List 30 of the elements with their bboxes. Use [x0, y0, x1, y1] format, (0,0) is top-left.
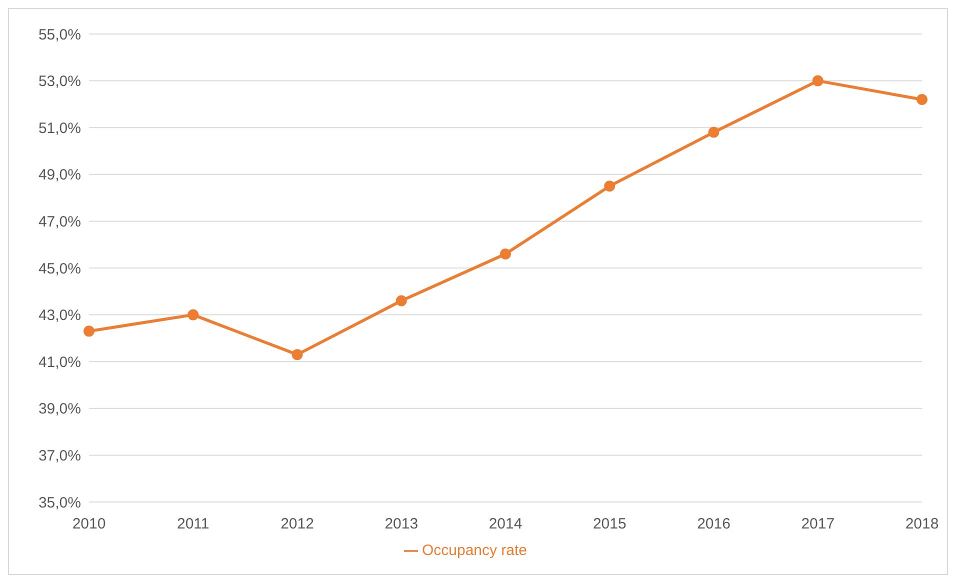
y-tick-label: 45,0%	[38, 260, 81, 278]
point	[396, 295, 407, 306]
y-tick-label: 43,0%	[38, 307, 81, 324]
point	[500, 248, 511, 260]
point	[188, 309, 199, 320]
y-tick-label: 35,0%	[38, 494, 81, 512]
y-tick-label: 41,0%	[38, 354, 81, 371]
y-tick-label: 39,0%	[38, 400, 81, 418]
y-tick-label: 51,0%	[38, 120, 81, 137]
point	[84, 326, 94, 337]
x-tick-label: 2014	[488, 516, 522, 533]
y-tick-label: 37,0%	[38, 448, 81, 465]
point	[812, 75, 824, 86]
y-tick-label: 55,0%	[38, 26, 81, 44]
point	[604, 180, 616, 192]
x-tick-label: 2015	[592, 516, 626, 533]
y-tick-label: 49,0%	[38, 166, 81, 184]
y-tick-label: 53,0%	[38, 73, 81, 90]
x-tick-label: 2012	[280, 516, 314, 533]
x-tick-label: 2013	[384, 516, 418, 533]
point	[916, 94, 928, 106]
x-tick-label: 2016	[697, 516, 730, 533]
y-tick-label: 47,0%	[38, 214, 81, 231]
x-tick-label: 2010	[72, 516, 106, 533]
x-tick-label: 2018	[905, 516, 939, 533]
x-tick-label: 2017	[801, 516, 835, 533]
point	[292, 349, 303, 360]
legend-label: Occupancy rate	[422, 542, 528, 559]
x-tick-label: 2011	[176, 516, 210, 533]
point	[708, 126, 720, 138]
